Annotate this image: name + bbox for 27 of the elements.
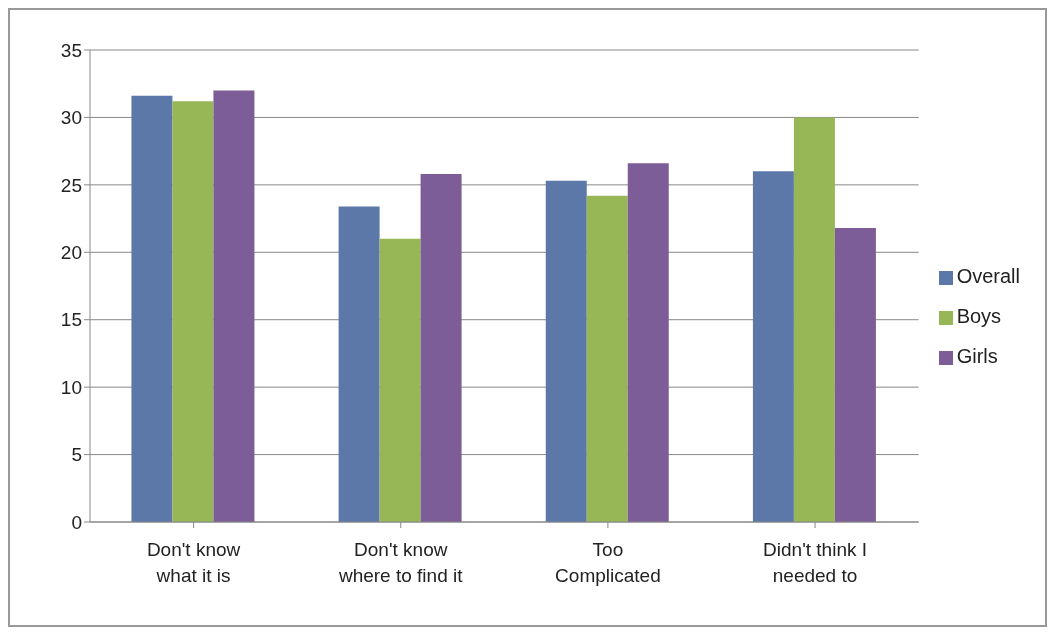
legend-label: Boys: [956, 305, 1002, 327]
legend-label: Overall: [956, 265, 1020, 287]
y-tick-label: 20: [60, 242, 82, 264]
bar: [627, 163, 669, 522]
bar: [213, 90, 255, 522]
bar: [338, 206, 380, 522]
bar: [131, 95, 173, 522]
bar: [834, 228, 876, 522]
bar: [545, 180, 587, 522]
x-tick-label: Don't know where to find it: [337, 539, 464, 586]
y-tick-label: 5: [71, 444, 82, 466]
y-tick-label: 15: [60, 309, 82, 331]
y-tick-label: 30: [60, 107, 82, 129]
bar: [752, 171, 794, 522]
x-tick-label: Don't know what it is: [146, 539, 241, 586]
y-tick-label: 0: [71, 511, 82, 533]
legend-label: Girls: [956, 345, 998, 367]
y-tick-label: 10: [60, 376, 82, 398]
bar: [420, 174, 462, 522]
x-tick-label: Didn't think I needed to: [763, 539, 868, 586]
x-tick-label: Too Complicated: [555, 539, 661, 586]
y-tick-label: 25: [60, 174, 82, 196]
bar: [172, 101, 214, 522]
y-tick-label: 35: [60, 39, 82, 61]
bar: [586, 195, 628, 522]
bar: [379, 238, 421, 522]
bar: [793, 117, 835, 522]
